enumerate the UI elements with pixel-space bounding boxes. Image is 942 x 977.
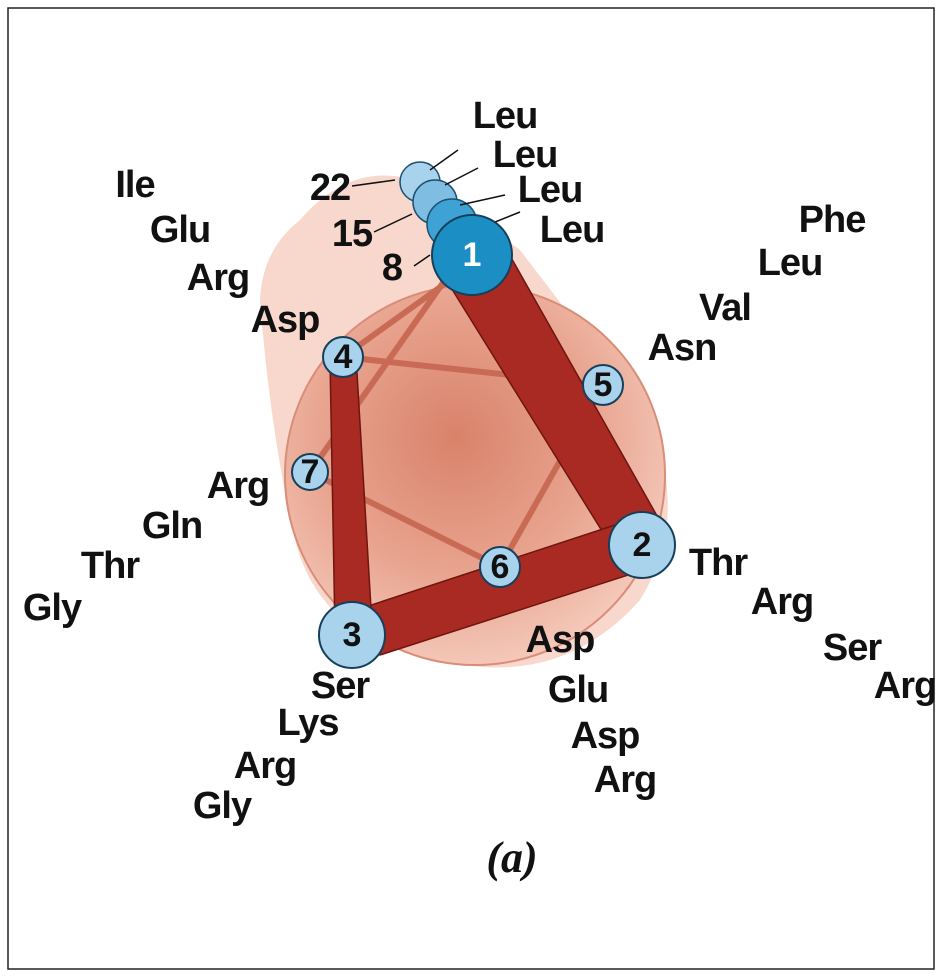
position-number: 1 (463, 236, 482, 274)
position-number: 5 (594, 366, 613, 404)
residue-label: Arg (751, 581, 813, 623)
position-number: 4 (334, 338, 353, 376)
residue-label: Lys (277, 702, 338, 744)
residue-label: Gln (142, 505, 202, 547)
residue-label: Arg (234, 745, 296, 787)
position-number: 7 (301, 453, 320, 491)
residue-label: Leu (473, 95, 538, 137)
residue-label: Leu (518, 169, 583, 211)
residue-label: Asp (526, 619, 595, 661)
residue-label: Glu (548, 669, 608, 711)
stack-label: 15 (332, 213, 373, 255)
residue-label: Asp (251, 299, 320, 341)
residue-label: Asn (648, 327, 717, 369)
residue-label: Arg (207, 465, 269, 507)
residue-label: Glu (150, 209, 210, 251)
position-number: 3 (343, 616, 362, 654)
residue-label: Arg (187, 257, 249, 299)
residue-label: Ile (115, 164, 154, 206)
helical-wheel-diagram: 221581LeuLeuLeuLeu2ThrArgSerArg3SerLysAr… (0, 0, 942, 977)
stack-label: 8 (382, 247, 402, 289)
residue-label: Leu (540, 209, 605, 251)
residue-label: Phe (799, 199, 866, 241)
residue-label: Ser (311, 665, 370, 707)
residue-label: Thr (81, 545, 140, 587)
position-number: 6 (491, 548, 510, 586)
residue-label: Thr (689, 542, 748, 584)
residue-label: Leu (758, 242, 823, 284)
residue-label: Arg (874, 665, 936, 707)
stack-label: 22 (310, 167, 350, 209)
caption: (a) (486, 833, 537, 882)
residue-label: Gly (193, 785, 252, 827)
residue-label: Gly (23, 587, 82, 629)
residue-label: Ser (823, 627, 882, 669)
residue-label: Val (699, 287, 751, 329)
position-number: 2 (633, 526, 652, 564)
residue-label: Asp (571, 715, 640, 757)
residue-label: Arg (594, 759, 656, 801)
